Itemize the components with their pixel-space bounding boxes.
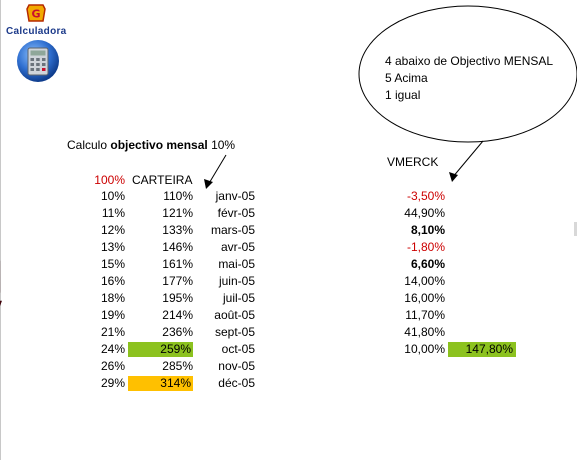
- header-vmerck: VMERCK: [387, 155, 439, 169]
- carteira-cell[interactable]: 195%: [162, 291, 193, 305]
- vmerck-cell[interactable]: -3,50%: [406, 189, 445, 203]
- month-cell[interactable]: sept-05: [214, 325, 255, 339]
- vmerck-cell[interactable]: [385, 376, 445, 391]
- logo-title: Calculadora: [6, 26, 67, 37]
- carteira-cell[interactable]: 259%: [128, 342, 193, 357]
- month-cell[interactable]: mai-05: [218, 257, 255, 271]
- carteira-cell[interactable]: 121%: [162, 206, 193, 220]
- header-carteira: CARTEIRA: [132, 173, 193, 187]
- carteira-cell[interactable]: 161%: [162, 257, 193, 271]
- title-prefix: Calculo: [67, 138, 111, 152]
- objective-cell[interactable]: 24%: [100, 342, 125, 356]
- carteira-cell[interactable]: 285%: [162, 359, 193, 373]
- title-bold: objectivo mensal: [110, 138, 208, 152]
- title-suffix: 10%: [207, 138, 236, 152]
- month-cell[interactable]: févr-05: [217, 206, 255, 220]
- vmerck-total[interactable]: 147,80%: [448, 342, 516, 357]
- objective-cell[interactable]: 12%: [100, 223, 125, 237]
- title-arrow: [207, 154, 227, 186]
- sheet-right-marker: [574, 222, 577, 236]
- month-cell[interactable]: août-05: [214, 308, 255, 322]
- calculator-icon[interactable]: [16, 39, 60, 83]
- vmerck-cell[interactable]: 6,60%: [410, 257, 445, 271]
- vmerck-cell[interactable]: [385, 359, 445, 374]
- carteira-cell[interactable]: 146%: [162, 240, 193, 254]
- vmerck-cell[interactable]: 16,00%: [404, 291, 445, 305]
- month-cell[interactable]: nov-05: [218, 359, 255, 373]
- objective-cell[interactable]: 26%: [100, 359, 125, 373]
- vmerck-cell[interactable]: 44,90%: [404, 206, 445, 220]
- callout-line-2: 5 Acima: [385, 71, 428, 85]
- svg-text:G: G: [31, 8, 40, 21]
- sheet-title: Calculo objectivo mensal 10%: [67, 138, 235, 152]
- objective-cell[interactable]: 21%: [100, 325, 125, 339]
- carteira-cell[interactable]: 177%: [162, 274, 193, 288]
- month-cell[interactable]: déc-05: [218, 376, 255, 390]
- month-cell[interactable]: janv-05: [215, 189, 255, 203]
- vmerck-cell[interactable]: 41,80%: [404, 325, 445, 339]
- vmerck-cell[interactable]: 11,70%: [405, 308, 445, 322]
- month-cell[interactable]: mars-05: [210, 223, 255, 237]
- vmerck-cell[interactable]: 8,10%: [410, 223, 445, 237]
- month-cell[interactable]: avr-05: [220, 240, 255, 254]
- month-cell[interactable]: juil-05: [222, 291, 255, 305]
- objective-cell[interactable]: 10%: [100, 189, 125, 203]
- callout-line-3: 1 igual: [385, 88, 421, 102]
- objective-cell[interactable]: 13%: [100, 240, 125, 254]
- carteira-cell[interactable]: 314%: [128, 376, 193, 391]
- carteira-cell[interactable]: 214%: [162, 308, 193, 322]
- carteira-cell[interactable]: 236%: [162, 325, 193, 339]
- objective-cell[interactable]: 16%: [100, 274, 125, 288]
- month-cell[interactable]: juin-05: [218, 274, 255, 288]
- objective-cell[interactable]: 15%: [100, 257, 125, 271]
- header-base-pct: 100%: [94, 173, 125, 187]
- callout-line-1: 4 abaixo de Objectivo MENSAL: [385, 54, 554, 68]
- objective-cell[interactable]: 19%: [100, 308, 125, 322]
- month-cell[interactable]: oct-05: [221, 342, 255, 356]
- objective-cell[interactable]: 18%: [100, 291, 125, 305]
- vmerck-cell[interactable]: 14,00%: [404, 274, 445, 288]
- logo-g-icon: G: [26, 4, 46, 22]
- carteira-cell[interactable]: 133%: [162, 223, 193, 237]
- objective-cell[interactable]: 11%: [101, 206, 125, 220]
- side-label-A: A: [0, 253, 10, 302]
- objective-cell[interactable]: 29%: [100, 376, 125, 390]
- carteira-cell[interactable]: 110%: [163, 189, 193, 203]
- vmerck-cell[interactable]: -1,80%: [406, 240, 445, 254]
- sheet-left-border: [0, 0, 1, 460]
- vmerck-cell[interactable]: 10,00%: [404, 342, 445, 356]
